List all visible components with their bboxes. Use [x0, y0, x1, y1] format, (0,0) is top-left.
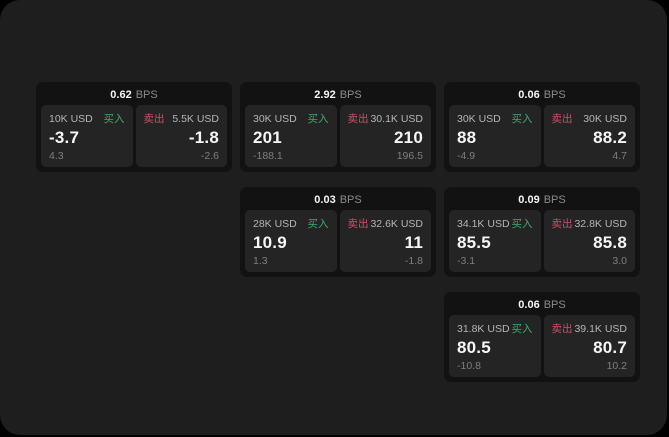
sell-notional: 32.6K USD	[370, 217, 423, 230]
buy-side-label: 买入	[103, 113, 125, 125]
sell-panel[interactable]: 卖出 32.6K USD 11 -1.8	[339, 210, 431, 272]
spread-header: 0.06 BPS	[449, 86, 635, 105]
sell-delta: 10.2	[606, 360, 627, 372]
spread-value: 0.09	[518, 194, 540, 206]
buy-delta: -188.1	[253, 150, 283, 162]
sell-side-label: 卖出	[551, 323, 573, 335]
quote-card: 0.06 BPS 30K USD 买入 88 -4.9 卖出 30K USD	[444, 82, 640, 172]
spread-unit-label: BPS	[543, 299, 566, 311]
sell-notional: 32.8K USD	[574, 217, 627, 230]
spread-header: 0.09 BPS	[449, 191, 635, 210]
sell-side-label: 卖出	[347, 113, 369, 125]
sell-notional: 39.1K USD	[574, 322, 627, 335]
sell-delta: 4.7	[612, 150, 627, 162]
sell-price: 210	[394, 128, 423, 147]
sell-side-label: 卖出	[551, 113, 573, 125]
buy-panel[interactable]: 30K USD 买入 201 -188.1	[245, 105, 337, 167]
quote-card: 0.03 BPS 28K USD 买入 10.9 1.3 卖出 32.6K US…	[240, 187, 436, 277]
buy-delta: 1.3	[253, 255, 268, 267]
sell-side-label: 卖出	[347, 218, 369, 230]
sell-panel[interactable]: 卖出 39.1K USD 80.7 10.2	[543, 315, 635, 377]
buy-notional: 34.1K USD	[457, 217, 510, 230]
sell-price: 88.2	[593, 128, 627, 147]
buy-side-label: 买入	[511, 113, 533, 125]
buy-price: 10.9	[253, 233, 287, 252]
buy-side-label: 买入	[511, 323, 533, 335]
sell-price: 80.7	[593, 338, 627, 357]
quote-card-grid: 0.62 BPS 10K USD 买入 -3.7 4.3 卖出 5.5K USD	[36, 82, 640, 382]
sell-price: 85.8	[593, 233, 627, 252]
sell-delta: 3.0	[612, 255, 627, 267]
buy-notional: 30K USD	[457, 112, 501, 125]
sell-side-label: 卖出	[143, 113, 165, 125]
quote-card: 0.62 BPS 10K USD 买入 -3.7 4.3 卖出 5.5K USD	[36, 82, 232, 172]
buy-price: -3.7	[49, 128, 80, 147]
buy-delta: 4.3	[49, 150, 64, 162]
sell-delta: -1.8	[404, 255, 423, 267]
spread-header: 0.06 BPS	[449, 296, 635, 315]
buy-delta: -10.8	[457, 360, 481, 372]
buy-panel[interactable]: 28K USD 买入 10.9 1.3	[245, 210, 337, 272]
buy-price: 80.5	[457, 338, 491, 357]
buy-notional: 30K USD	[253, 112, 297, 125]
sell-notional: 5.5K USD	[172, 112, 219, 125]
buy-panel[interactable]: 10K USD 买入 -3.7 4.3	[41, 105, 133, 167]
spread-value: 0.62	[110, 89, 132, 101]
buy-side-label: 买入	[307, 218, 329, 230]
buy-notional: 10K USD	[49, 112, 93, 125]
spread-value: 0.06	[518, 89, 540, 101]
spread-value: 2.92	[314, 89, 336, 101]
buy-notional: 31.8K USD	[457, 322, 510, 335]
buy-price: 88	[457, 128, 477, 147]
quote-card: 2.92 BPS 30K USD 买入 201 -188.1 卖出 30.1K …	[240, 82, 436, 172]
buy-panel[interactable]: 34.1K USD 买入 85.5 -3.1	[449, 210, 541, 272]
spread-header: 0.03 BPS	[245, 191, 431, 210]
sell-delta: -2.6	[200, 150, 219, 162]
sell-notional: 30.1K USD	[370, 112, 423, 125]
buy-side-label: 买入	[511, 218, 533, 230]
buy-delta: -4.9	[457, 150, 476, 162]
spread-unit-label: BPS	[543, 89, 566, 101]
sell-price: -1.8	[188, 128, 219, 147]
sell-notional: 30K USD	[583, 112, 627, 125]
sell-price: 11	[404, 233, 423, 252]
spread-header: 0.62 BPS	[41, 86, 227, 105]
buy-panel[interactable]: 30K USD 买入 88 -4.9	[449, 105, 541, 167]
spread-unit-label: BPS	[135, 89, 158, 101]
buy-delta: -3.1	[457, 255, 476, 267]
quote-card: 0.06 BPS 31.8K USD 买入 80.5 -10.8 卖出 39.1…	[444, 292, 640, 382]
sell-delta: 196.5	[396, 150, 423, 162]
buy-side-label: 买入	[307, 113, 329, 125]
sell-panel[interactable]: 卖出 30K USD 88.2 4.7	[543, 105, 635, 167]
spread-unit-label: BPS	[339, 89, 362, 101]
quote-card: 0.09 BPS 34.1K USD 买入 85.5 -3.1 卖出 32.8K…	[444, 187, 640, 277]
sell-panel[interactable]: 卖出 30.1K USD 210 196.5	[339, 105, 431, 167]
spread-header: 2.92 BPS	[245, 86, 431, 105]
spread-unit-label: BPS	[543, 194, 566, 206]
sell-panel[interactable]: 卖出 5.5K USD -1.8 -2.6	[135, 105, 227, 167]
buy-panel[interactable]: 31.8K USD 买入 80.5 -10.8	[449, 315, 541, 377]
spread-value: 0.06	[518, 299, 540, 311]
buy-price: 85.5	[457, 233, 491, 252]
spread-unit-label: BPS	[339, 194, 362, 206]
sell-panel[interactable]: 卖出 32.8K USD 85.8 3.0	[543, 210, 635, 272]
sell-side-label: 卖出	[551, 218, 573, 230]
buy-price: 201	[253, 128, 282, 147]
spread-value: 0.03	[314, 194, 336, 206]
buy-notional: 28K USD	[253, 217, 297, 230]
